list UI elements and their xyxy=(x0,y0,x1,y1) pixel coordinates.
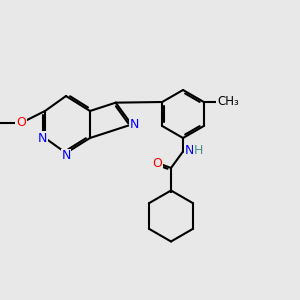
Text: N: N xyxy=(185,143,194,157)
Text: N: N xyxy=(130,118,139,131)
Text: O: O xyxy=(16,116,26,130)
Text: H: H xyxy=(194,143,203,157)
Text: N: N xyxy=(61,149,71,163)
Text: N: N xyxy=(38,131,47,145)
Text: O: O xyxy=(153,157,162,170)
Text: CH₃: CH₃ xyxy=(217,95,239,109)
